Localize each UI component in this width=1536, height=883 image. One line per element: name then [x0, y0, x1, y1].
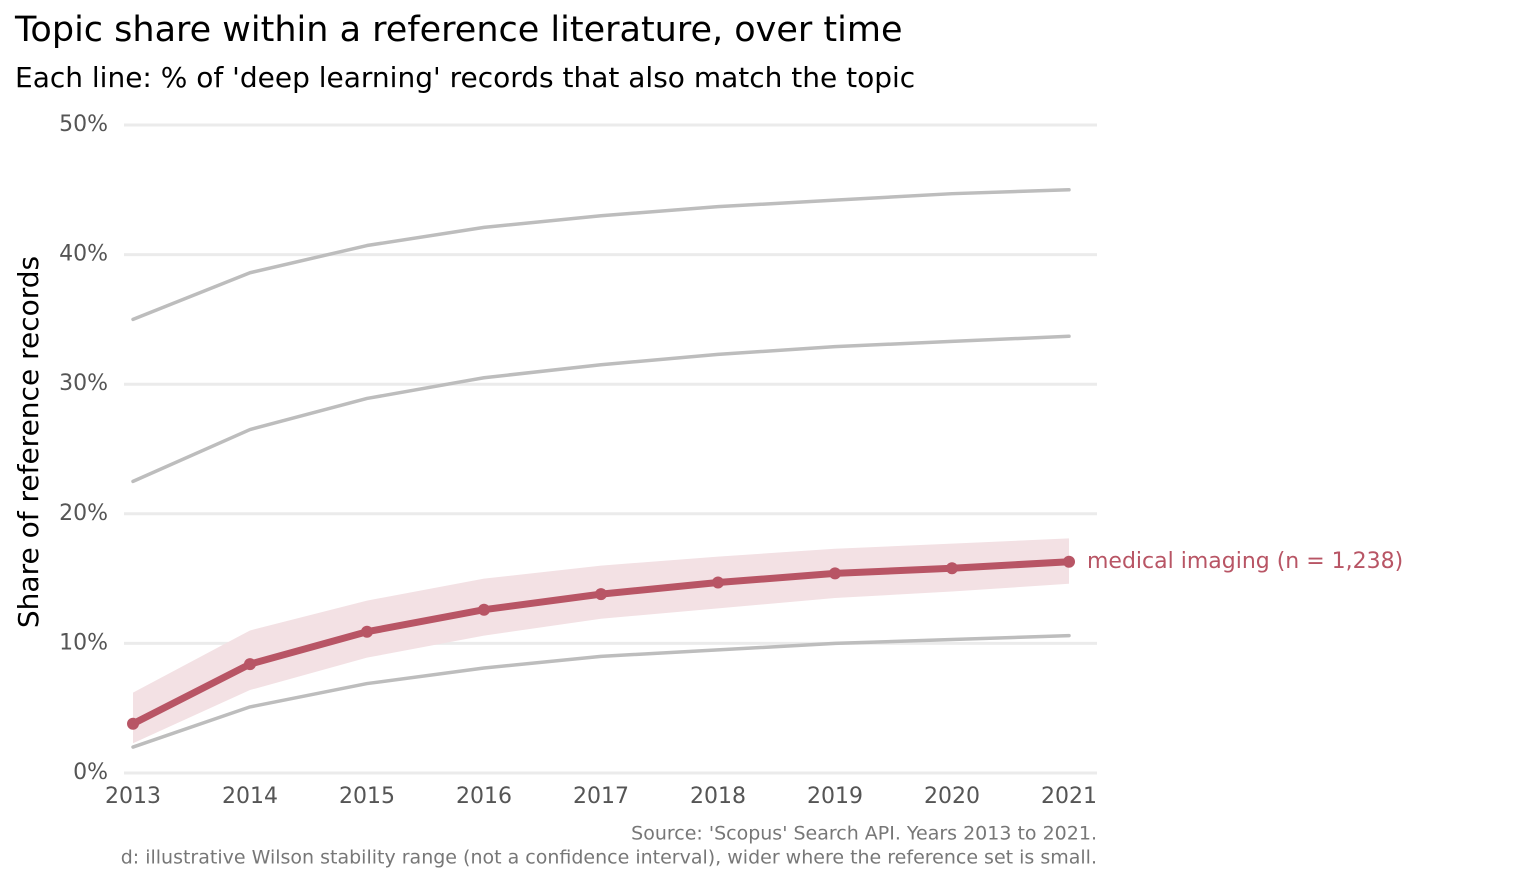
- data-point: [829, 567, 841, 580]
- x-tick-label: 2015: [339, 784, 395, 809]
- y-tick-label: 0%: [73, 760, 108, 785]
- data-point: [946, 562, 958, 575]
- data-point: [1063, 555, 1075, 568]
- data-point: [478, 603, 490, 616]
- data-point: [127, 717, 139, 730]
- x-tick-label: 2014: [222, 784, 278, 809]
- y-tick-label: 30%: [59, 371, 108, 396]
- stability-band: [133, 538, 1069, 744]
- series-label: medical imaging (n = 1,238): [1087, 549, 1403, 574]
- chart-subtitle: Each line: % of 'deep learning' records …: [15, 61, 915, 94]
- x-tick-label: 2021: [1041, 784, 1097, 809]
- y-axis-label: Share of reference records: [12, 256, 45, 628]
- series-line: [131, 188, 1071, 322]
- x-tick-label: 2013: [105, 784, 161, 809]
- y-tick-label: 50%: [59, 112, 108, 137]
- x-tick-label: 2020: [924, 784, 980, 809]
- series-line: [131, 633, 1071, 749]
- x-tick-label: 2018: [690, 784, 746, 809]
- y-tick-label: 20%: [59, 501, 108, 526]
- chart-title: Topic share within a reference literatur…: [14, 10, 903, 50]
- y-tick-label: 40%: [59, 242, 108, 267]
- data-point: [244, 658, 256, 671]
- caption: d: illustrative Wilson stability range (…: [121, 847, 1097, 869]
- series-line: [131, 334, 1071, 484]
- data-point: [595, 588, 607, 601]
- x-tick-label: 2017: [573, 784, 629, 809]
- y-tick-label: 10%: [59, 630, 108, 655]
- x-tick-label: 2016: [456, 784, 512, 809]
- data-point: [361, 625, 373, 638]
- caption: Source: 'Scopus' Search API. Years 2013 …: [631, 823, 1097, 845]
- data-point: [712, 576, 724, 589]
- x-tick-label: 2019: [807, 784, 863, 809]
